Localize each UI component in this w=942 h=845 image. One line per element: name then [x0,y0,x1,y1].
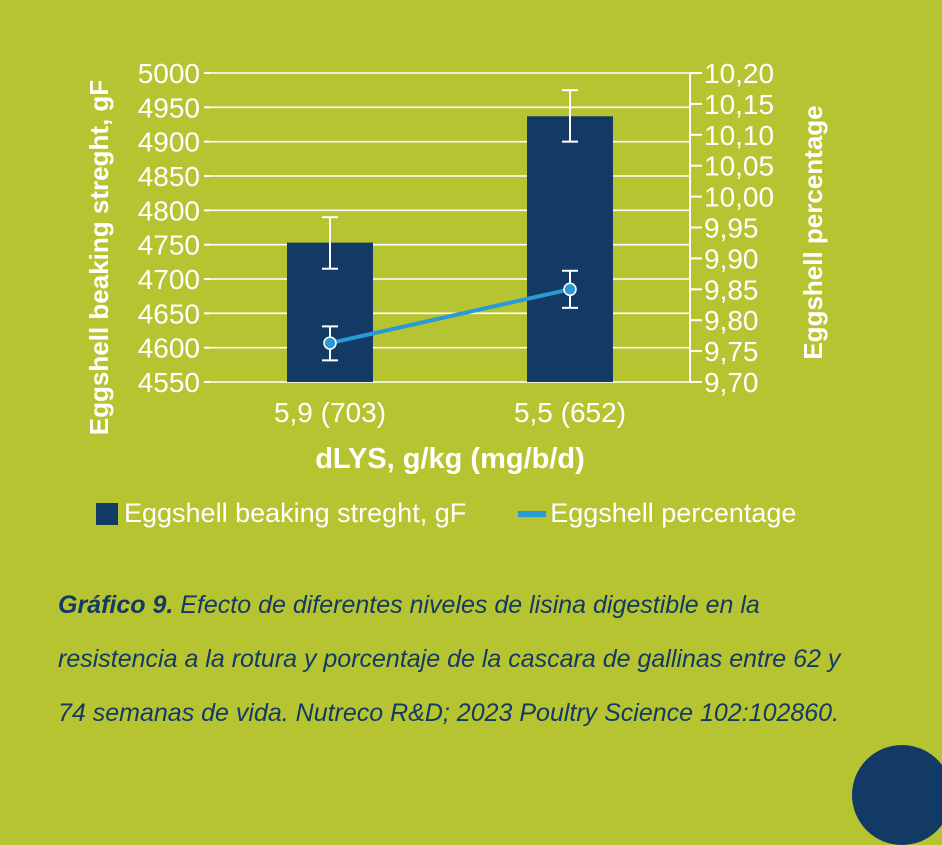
bar [527,116,613,382]
right-tick-label: 9,80 [704,305,759,336]
corner-decoration [852,745,942,845]
legend-swatch-bar [96,502,118,525]
right-tick-label: 10,10 [704,120,774,151]
caption-text: Efecto de diferentes niveles de lisina d… [58,591,841,727]
right-tick-label: 9,70 [704,367,759,398]
line-point [563,282,577,297]
right-tick-label: 10,00 [704,182,774,213]
left-tick-label: 4600 [138,333,200,364]
left-axis-title: Eggshell beaking streght, gF [84,80,114,435]
legend-item-bar: Eggshell beaking streght, gF [96,498,466,529]
right-tick-label: 9,85 [704,274,759,305]
legend-swatch-line [518,510,547,517]
left-tick-label: 4750 [138,230,200,261]
right-tick-label: 9,90 [704,243,759,274]
left-tick-label: 4950 [138,92,200,123]
figure-caption: Gráfico 9. Efecto de diferentes niveles … [58,578,858,740]
x-axis-title: dLYS, g/kg (mg/b/d) [315,443,585,475]
chart-legend: Eggshell beaking streght, gF Eggshell pe… [96,498,848,529]
line-series [329,287,571,346]
right-tick-label: 10,15 [704,89,774,120]
right-tick-label: 10,05 [704,151,774,182]
left-tick-label: 4650 [138,298,200,329]
legend-item-line: Eggshell percentage [518,498,796,529]
caption-label: Gráfico 9. [58,591,174,619]
x-tick-label: 5,9 (703) [274,397,386,428]
left-tick-label: 5000 [138,58,200,89]
left-tick-label: 4700 [138,264,200,295]
left-tick-label: 4850 [138,161,200,192]
left-tick-label: 4550 [138,367,200,398]
x-tick-label: 5,5 (652) [514,397,626,428]
left-tick-label: 4900 [138,127,200,158]
legend-label-bar: Eggshell beaking streght, gF [124,498,467,528]
right-tick-label: 9,95 [704,213,759,244]
right-axis-title: Eggshell percentage [798,105,828,359]
left-tick-label: 4800 [138,195,200,226]
right-tick-label: 10,20 [704,58,774,89]
right-tick-label: 9,75 [704,336,759,367]
line-point [323,336,337,350]
legend-label-line: Eggshell percentage [550,498,797,528]
